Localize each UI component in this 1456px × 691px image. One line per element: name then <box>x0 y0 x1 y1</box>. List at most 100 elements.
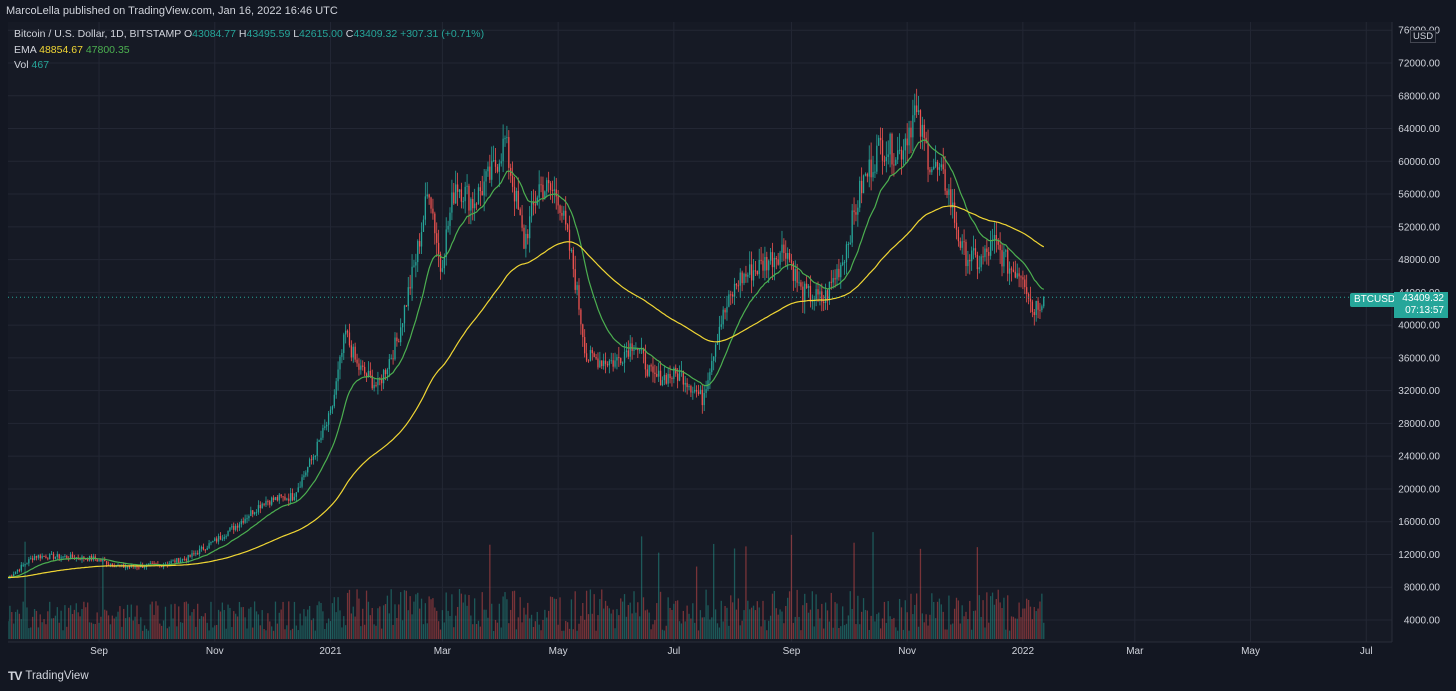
volume-bar <box>33 609 36 639</box>
x-tick-label: Mar <box>434 646 452 657</box>
candle-body <box>422 219 425 232</box>
candle-body <box>817 289 819 295</box>
volume-bar <box>652 624 654 639</box>
volume-bar <box>37 627 40 639</box>
volume-bar <box>479 626 482 639</box>
volume-bar <box>572 629 574 639</box>
candle-body <box>724 309 726 313</box>
volume-bar <box>809 609 812 639</box>
candle-body <box>688 386 690 388</box>
volume-bar <box>845 623 848 639</box>
volume-bar <box>1035 611 1037 639</box>
candle-body <box>823 301 825 304</box>
candle-body <box>661 380 664 386</box>
candle-body <box>895 159 897 166</box>
volume-bar <box>94 623 96 639</box>
candle-body <box>371 375 373 389</box>
candle-body <box>769 252 772 261</box>
volume-bar <box>967 619 969 639</box>
volume-bar <box>269 621 271 639</box>
candle-body <box>367 370 370 377</box>
volume-bar <box>980 616 982 639</box>
candle-body <box>472 198 474 209</box>
volume-bar <box>413 601 415 639</box>
candle-body <box>934 161 937 167</box>
candle-body <box>413 265 415 267</box>
candle-body <box>447 225 449 230</box>
volume-bar <box>60 610 62 639</box>
volume-bar <box>557 624 559 639</box>
chart-area[interactable]: 4000.00 8000.00 12000.00 16000.00 20000.00 24… <box>8 22 1440 657</box>
candle-body <box>650 365 652 367</box>
volume-bar <box>887 601 889 639</box>
volume-bar <box>891 619 893 639</box>
candle-body <box>568 229 571 251</box>
candle-body <box>240 520 242 525</box>
volume-bar <box>580 615 582 639</box>
candle-body <box>692 391 694 393</box>
volume-bar <box>800 630 802 639</box>
candle-body <box>339 356 341 370</box>
candle-body <box>107 564 110 566</box>
volume-bar <box>147 630 150 639</box>
volume-bar <box>864 609 867 639</box>
candle-body <box>409 287 411 289</box>
candle-body <box>420 231 423 247</box>
volume-bar <box>265 630 267 639</box>
volume-bar <box>225 628 227 639</box>
candle-body <box>71 554 74 558</box>
volume-bar <box>733 548 736 639</box>
candle-body <box>916 105 918 113</box>
volume-bar <box>777 614 779 639</box>
volume-bar <box>360 626 362 639</box>
volume-bar <box>713 543 715 639</box>
volume-bar <box>1016 618 1018 639</box>
volume-bar <box>1024 608 1026 639</box>
candle-body <box>11 575 13 577</box>
volume-bar <box>676 600 679 639</box>
candle-body <box>682 370 684 385</box>
y-tick-label: 36000.00 <box>1398 353 1440 364</box>
candle-body <box>686 382 688 388</box>
volume-bar <box>248 608 250 639</box>
volume-bar <box>511 591 514 639</box>
candle-body <box>862 175 865 194</box>
volume-bar <box>174 603 176 639</box>
candle-body <box>919 110 922 137</box>
volume-bar <box>238 601 241 639</box>
candle-body <box>976 254 979 270</box>
volume-bar <box>769 615 772 639</box>
volume-bar <box>697 630 700 639</box>
candle-body <box>312 456 315 460</box>
y-tick-label: 8000.00 <box>1404 583 1441 594</box>
candle-body <box>236 525 239 528</box>
candle-body <box>796 268 798 283</box>
volume-bar <box>658 552 660 639</box>
candle-body <box>826 290 829 300</box>
candle-body <box>394 337 396 360</box>
price-chart[interactable]: 4000.00 8000.00 12000.00 16000.00 20000.00 24… <box>8 22 1456 662</box>
tradingview-logo[interactable]: TV TradingView <box>8 669 89 683</box>
candle-body <box>225 536 227 538</box>
volume-bar <box>49 601 51 639</box>
candle-body <box>16 569 19 572</box>
volume-bar <box>87 602 89 639</box>
volume-bar <box>468 595 470 639</box>
candle-body <box>701 389 703 406</box>
candle-body <box>52 553 55 559</box>
candle-body <box>953 202 956 223</box>
volume-bar <box>394 604 396 639</box>
volume-bar <box>460 593 463 639</box>
volume-bar <box>73 609 76 639</box>
candle-body <box>788 253 791 260</box>
candle-body <box>424 196 426 220</box>
volume-bar <box>197 603 199 639</box>
volume-bar <box>403 590 406 639</box>
candle-body <box>542 184 544 199</box>
axis-unit-label[interactable]: USD <box>1410 30 1437 43</box>
volume-bar <box>475 624 478 639</box>
candle-body <box>870 159 872 178</box>
volume-bar <box>790 534 793 639</box>
volume-bar <box>43 619 45 639</box>
candle-body <box>348 332 351 346</box>
